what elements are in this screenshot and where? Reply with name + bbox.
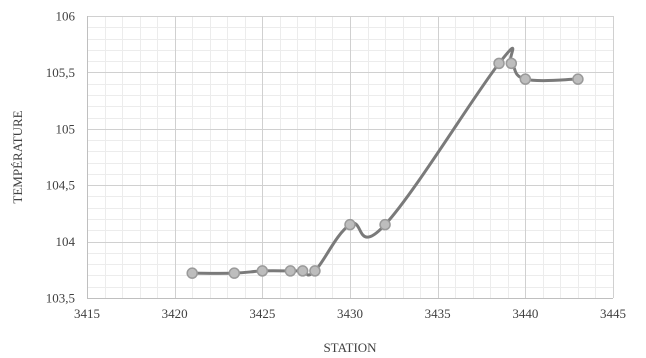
x-tick-label: 3415 (74, 306, 100, 321)
data-point (379, 218, 391, 231)
data-point (228, 267, 241, 279)
data-point (519, 73, 532, 85)
x-tick-labels: 3415 3420 3425 3430 3435 3440 3445 (74, 306, 626, 321)
x-tick-label: 3430 (337, 306, 363, 321)
data-point (284, 265, 297, 277)
y-axis-title: TEMPÉRATURE (10, 110, 25, 203)
y-tick-label: 103,5 (46, 291, 75, 306)
data-point (572, 73, 584, 85)
data-point (256, 265, 269, 277)
x-tick-label: 3425 (249, 306, 275, 321)
x-tick-label: 3440 (512, 306, 538, 321)
data-point (309, 265, 321, 277)
data-point (344, 218, 356, 231)
data-point (296, 265, 309, 277)
data-point (505, 57, 518, 70)
x-tick-label: 3445 (600, 306, 626, 321)
series (186, 47, 584, 279)
data-point (186, 267, 198, 279)
grid (87, 16, 614, 299)
y-tick-label: 104 (56, 234, 76, 249)
data-point (493, 57, 505, 70)
y-tick-label: 104,5 (46, 178, 75, 193)
x-tick-label: 3435 (425, 306, 451, 321)
y-tick-label: 105,5 (46, 65, 75, 80)
x-tick-label: 3420 (162, 306, 188, 321)
y-tick-label: 105 (56, 121, 76, 136)
axes (87, 16, 613, 299)
x-axis-title: STATION (323, 340, 377, 355)
y-tick-labels: 103,5 104 104,5 105 105,5 106 (46, 9, 76, 306)
y-tick-label: 106 (56, 9, 76, 24)
